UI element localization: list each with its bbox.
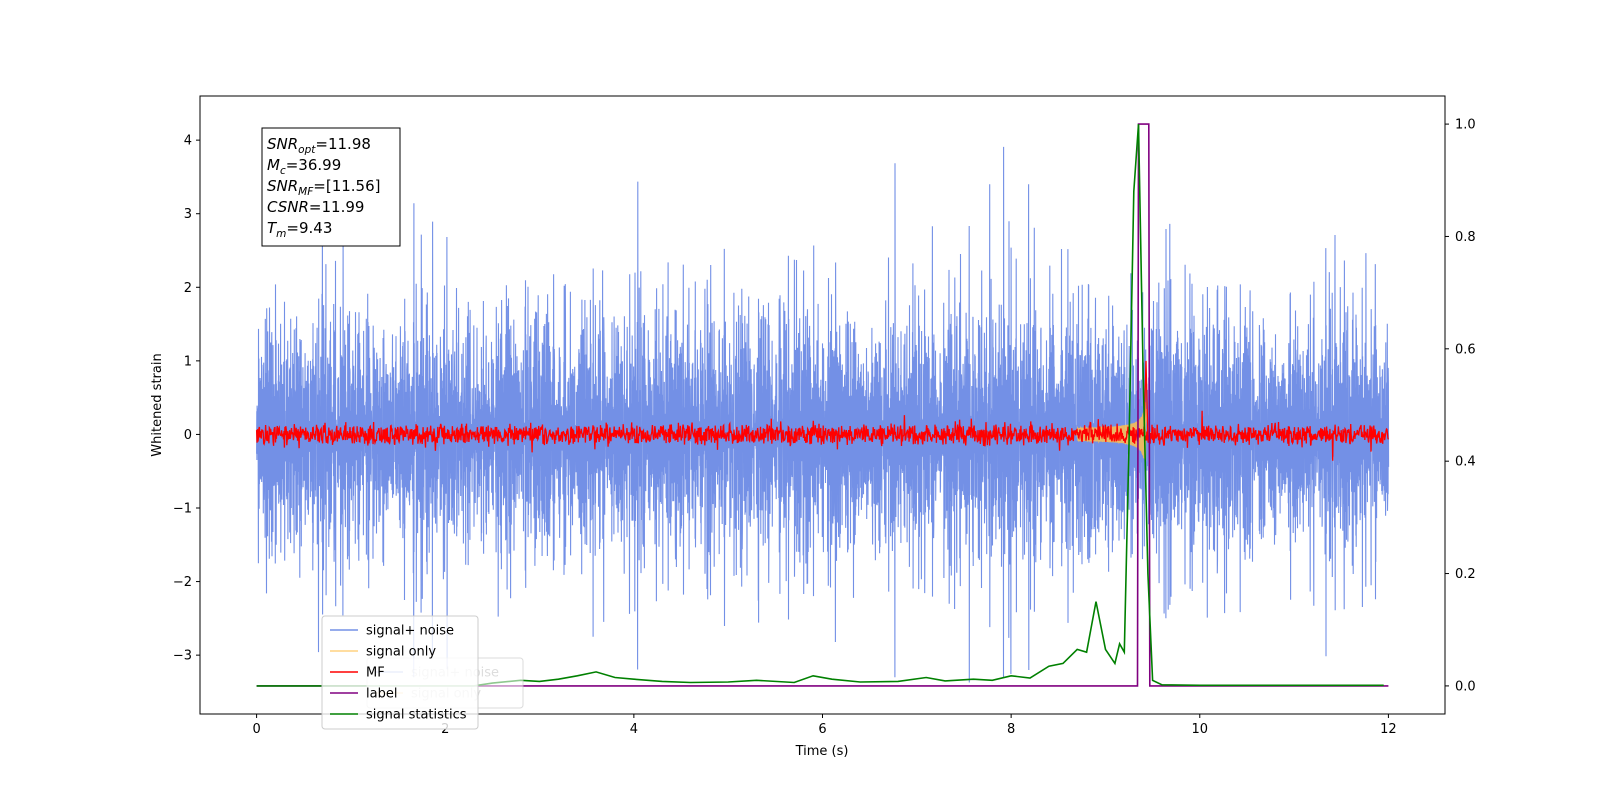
y2-tick-label: 0.4: [1455, 455, 1476, 470]
y-tick-label: −2: [173, 575, 192, 590]
legend-main: signal+ noise signal only MF label signal st…: [321, 615, 479, 730]
x-tick-label: 12: [1380, 722, 1397, 737]
x-tick-label: 8: [1007, 722, 1015, 737]
annotation-line: CSNR=11.99: [267, 198, 364, 216]
legend-label: signal statistics: [366, 708, 467, 723]
y-tick-label: 0: [184, 428, 192, 443]
annotation-line: Tm=9.43: [267, 219, 332, 240]
y-tick-label: −3: [173, 649, 192, 664]
y-tick-label: 1: [184, 354, 192, 369]
y2-tick-label: 0.6: [1455, 342, 1476, 357]
series-mf-line: [255, 410, 1390, 461]
legend: signal+ noise signal onlysignal+ noise sig…: [321, 615, 524, 730]
stats-annotation: SNRopt=11.98Mc=36.99SNRMF=[11.56]CSNR=11…: [261, 127, 401, 247]
y2-tick-label: 1.0: [1455, 118, 1476, 133]
x-tick-label: 6: [818, 722, 826, 737]
x-tick-label: 10: [1191, 722, 1208, 737]
series-signal-statistics-line: [256, 124, 1384, 687]
x-axis-label: Time (s): [795, 744, 849, 759]
series-layer: [255, 123, 1390, 687]
y2-tick-label: 0.0: [1455, 679, 1476, 694]
annotation-line: SNRMF=[11.56]: [267, 177, 381, 198]
annotation-line: Mc=36.99: [267, 156, 341, 177]
legend-label: signal+ noise: [366, 624, 454, 639]
y-tick-label: 2: [184, 281, 192, 296]
series-label-line: [256, 123, 1389, 687]
legend-label: MF: [366, 666, 385, 681]
annotation-box: [261, 127, 401, 247]
legend-label: label: [366, 687, 397, 702]
annotation-line: SNRopt=11.98: [267, 135, 371, 156]
x-tick-label: 4: [630, 722, 638, 737]
y2-tick-label: 0.2: [1455, 567, 1476, 582]
legend-box: [321, 615, 479, 730]
y2-tick-label: 0.8: [1455, 230, 1476, 245]
y-tick-label: 3: [184, 207, 192, 222]
x-tick-label: 0: [252, 722, 260, 737]
series-mf-peak: [1143, 360, 1149, 439]
y-tick-label: 4: [184, 134, 192, 149]
legend-label: signal only: [366, 645, 436, 660]
y-axis-label: Whitened strain: [150, 353, 165, 456]
y-tick-label: −1: [173, 502, 192, 517]
